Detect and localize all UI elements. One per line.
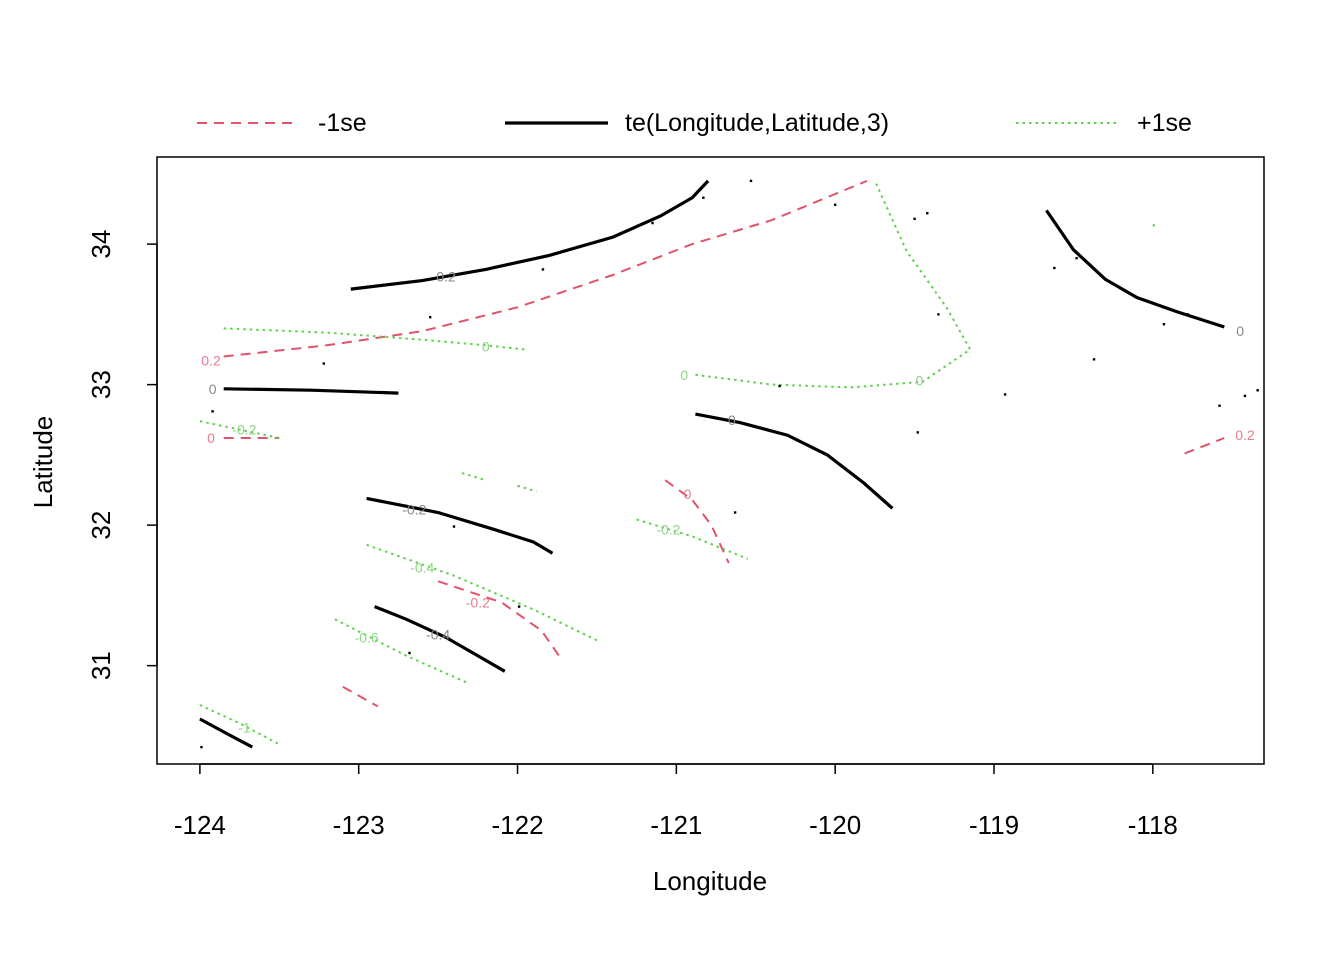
contour-line-plus [1152,223,1157,229]
contour-label: 0 [684,486,692,502]
observation-point [651,221,654,225]
observation-point [1256,389,1259,392]
contour-line-plus [461,472,487,482]
observation-point [778,384,781,388]
x-tick-label: -122 [492,810,544,840]
contour-line-plus [695,180,972,389]
observation-point [840,464,843,468]
observation-point [1162,323,1166,326]
contour-line-fit [223,387,399,395]
contour-line-plus [636,518,749,560]
observation-point [1218,404,1221,407]
contour-line-fit [1045,209,1225,329]
contour-label: 0 [728,412,736,428]
observation-point [1186,313,1189,316]
contour-line-minus [223,179,868,358]
contour-line-fit [695,412,894,510]
observation-point [428,315,432,319]
observation-point [749,179,753,183]
x-tick-label: -121 [650,810,702,840]
observation-point [200,745,203,749]
x-axis-title: Longitude [653,866,767,896]
observation-point [733,511,737,514]
observation-point [452,525,456,528]
legend-label-plus: +1se [1137,109,1192,137]
observation-point [916,431,919,434]
x-tick-label: -118 [1128,810,1178,840]
observation-point [1092,358,1096,361]
contour-line-plus [199,420,280,439]
contour-line-fit [374,605,506,673]
observation-point [408,651,411,655]
observation-point [702,196,705,199]
x-tick-label: -120 [809,810,861,840]
contour-label: 0.2 [201,353,221,369]
observation-point [1003,393,1007,396]
observation-point [1053,266,1056,270]
legend-label-fit: te(Longitude,Latitude,3) [625,109,889,137]
observation-point [1243,394,1247,398]
contour-label: 0 [1236,323,1244,339]
legend-label-minus: -1se [318,109,367,137]
contour-line-minus [437,580,563,661]
observation-point [937,313,940,316]
x-tick-label: -123 [333,810,385,840]
x-tick-label: -124 [174,810,226,840]
x-tick-label: -119 [969,810,1019,840]
observation-point [541,268,545,271]
contour-label: 0 [209,381,217,397]
plot-frame [156,156,1265,765]
contour-label: -0.2 [656,521,680,537]
contour-line-plus [366,543,598,642]
contour-label: -0.2 [466,594,490,610]
contour-label: -1 [238,719,251,735]
y-axis: 31 32 33 34 [86,230,158,680]
contour-line-fit [350,179,710,291]
contour-label: 0.2 [1235,427,1255,443]
observation-point [517,605,521,608]
contour-label: 0 [680,367,688,383]
y-tick-label: 33 [86,370,116,399]
contour-line-fit [366,496,554,555]
contour-label: -0.2 [402,502,426,518]
contour-label: 0.2 [436,268,456,284]
contour-line-plus [223,327,526,351]
observation-point [913,217,916,221]
contour-label: 0 [207,430,215,446]
contour-line-minus [342,685,379,708]
contour-label: -0.4 [410,559,434,575]
contour-label: 0 [482,339,490,355]
y-axis-title: Latitude [28,416,58,509]
series-layer [199,179,1225,749]
observation-point [1075,256,1078,260]
y-tick-label: 31 [86,651,116,680]
observation-point [211,410,214,413]
x-axis: -124 -123 -122 -121 -120 -119 -118 [174,763,1178,840]
observation-point [926,212,929,215]
contour-label: 0 [915,372,923,388]
observation-point [322,362,325,365]
contour-line-plus [199,704,280,746]
observation-point [833,203,837,206]
contour-line-fit [199,717,254,749]
contour-label: -0.2 [232,422,256,438]
y-tick-label: 34 [86,230,116,259]
observation-points [200,179,1259,749]
contour-line-plus [334,618,471,685]
contour-label: -0.6 [355,630,379,646]
contour-label: -0.4 [426,627,450,643]
contour-line-minus [1184,437,1225,455]
contour-labels: 0.2 0 0 0 -0.2 -0.4 0.2 0 0.2 0 -0.2 0 0 0 -0.2 -0.2 -0.… [201,268,1255,735]
contour-line-minus [664,479,730,564]
y-tick-label: 32 [86,511,116,540]
contour-line-plus [517,484,537,493]
legend: -1se te(Longitude,Latitude,3) +1se [197,109,1192,137]
